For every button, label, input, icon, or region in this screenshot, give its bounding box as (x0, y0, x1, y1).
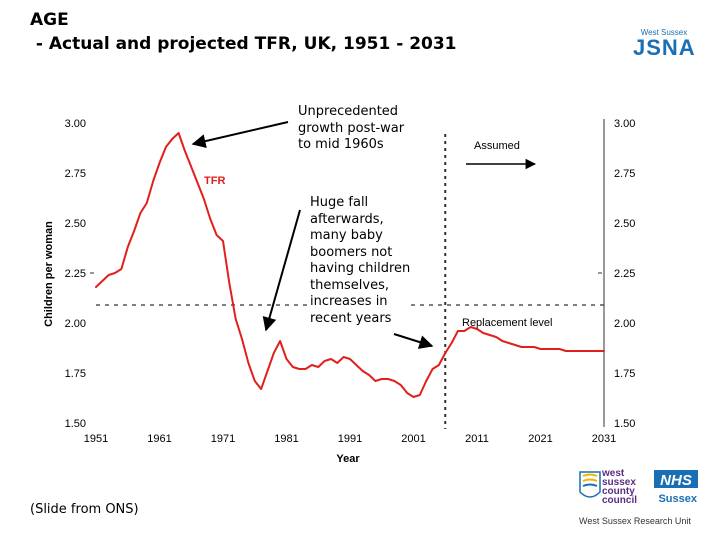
annotation-fall-line: Huge fall (310, 195, 369, 210)
jsna-logo-big: JSNA (633, 35, 696, 60)
council-name-line: county (602, 486, 635, 497)
y-tick-label-left: 3.00 (65, 118, 86, 130)
annotation-fall: Huge fall afterwards, many baby boomers … (310, 195, 411, 327)
annotation-fall-line: themselves, (310, 277, 389, 293)
chart-labels: Children per woman Year TFR Assumed Repl… (43, 140, 553, 465)
annotation-fall-line: recent years (310, 310, 392, 326)
y-tick-label-left: 1.50 (65, 418, 86, 430)
chart-axes: 1.50 1.75 2.00 2.25 2.50 2.75 3.00 1.50 1.75 2.00… (65, 118, 636, 445)
slide-title: AGE - Actual and projected TFR, UK, 1951… (30, 8, 457, 56)
nhs-sub-text: Sussex (658, 493, 697, 505)
annotation-peak: Unprecedented growth post-war to mid 196… (298, 104, 405, 154)
y-tick-label-right: 2.25 (614, 268, 635, 280)
council-name-line: west (601, 468, 625, 479)
replacement-level-label: Replacement level (462, 317, 553, 329)
council-crest-icon (579, 471, 601, 498)
y-tick-label-left: 2.00 (65, 318, 86, 330)
annotation-peak-line: growth post-war (298, 120, 405, 136)
x-tick-label: 2031 (592, 433, 616, 445)
annotation-arrows (191, 121, 537, 349)
series-line-tfr (95, 132, 605, 398)
y-tick-label-left: 1.75 (65, 368, 86, 380)
jsna-logo-small: West Sussex (640, 28, 688, 37)
y-tick-label-right: 1.75 (614, 368, 635, 380)
y-tick-label-right: 1.50 (614, 418, 635, 430)
x-tick-label: 1961 (147, 433, 171, 445)
arrow-peak (191, 121, 289, 148)
y-tick-label-left: 2.75 (65, 168, 86, 180)
y-tick-label-left: 2.50 (65, 218, 86, 230)
x-tick-label: 1951 (84, 433, 108, 445)
jsna-logo: West Sussex JSNA (633, 28, 695, 59)
arrow-fall (262, 209, 301, 332)
title-line-2: - Actual and projected TFR, UK, 1951 - 2… (30, 34, 457, 54)
x-tick-label: 2021 (528, 433, 552, 445)
annotation-fall-line: having children (310, 261, 411, 276)
x-tick-label: 1971 (211, 433, 235, 445)
arrow-recent (393, 333, 434, 349)
annotation-fall-line: boomers not (310, 244, 393, 260)
y-axis-label: Children per woman (43, 221, 55, 327)
annotation-fall-line: many baby (310, 228, 383, 243)
y-tick-label-right: 2.50 (614, 218, 635, 230)
council-name-line: council (602, 495, 637, 506)
x-tick-label: 2011 (465, 433, 489, 445)
y-tick-label-right: 2.75 (614, 168, 635, 180)
x-tick-label: 1991 (338, 433, 362, 445)
x-axis-label: Year (336, 453, 360, 465)
title-line-1: AGE (30, 10, 69, 30)
y-tick-label-left: 2.25 (65, 268, 86, 280)
annotation-fall-line: afterwards, (310, 211, 384, 227)
y-tick-label-right: 2.00 (614, 318, 635, 330)
tfr-chart: 1.50 1.75 2.00 2.25 2.50 2.75 3.00 1.50 1.75 2.00… (43, 118, 636, 465)
x-tick-label: 1981 (274, 433, 298, 445)
research-unit-text: West Sussex Research Unit (579, 516, 691, 526)
council-name-line: sussex (602, 477, 636, 488)
slide-source: (Slide from ONS) (30, 502, 139, 517)
chart-series (95, 132, 605, 398)
series-label-tfr: TFR (204, 175, 225, 187)
footer-logos: west sussex county council NHS Sussex We… (579, 468, 698, 526)
annotation-peak-line: Unprecedented (298, 104, 399, 119)
annotation-peak-line: to mid 1960s (298, 137, 384, 152)
assumed-label: Assumed (474, 140, 520, 152)
x-tick-label: 2001 (401, 433, 425, 445)
annotation-fall-line: increases in (310, 294, 388, 309)
nhs-logo-text: NHS (660, 472, 692, 489)
nhs-logo-box (654, 470, 698, 488)
y-tick-label-right: 3.00 (614, 118, 635, 130)
